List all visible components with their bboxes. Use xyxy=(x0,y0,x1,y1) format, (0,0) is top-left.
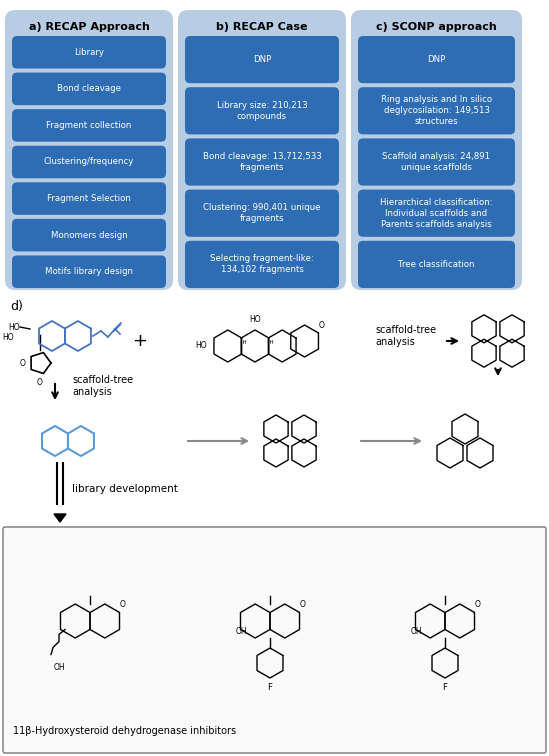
FancyBboxPatch shape xyxy=(351,10,522,290)
Text: Bond cleavage: 13,712,533
fragments: Bond cleavage: 13,712,533 fragments xyxy=(203,152,321,172)
FancyBboxPatch shape xyxy=(358,36,515,83)
Text: library development: library development xyxy=(72,484,178,494)
Text: HO: HO xyxy=(249,315,261,324)
Text: O: O xyxy=(318,321,324,330)
Text: b) RECAP Case: b) RECAP Case xyxy=(216,22,308,32)
Text: O: O xyxy=(475,600,481,609)
FancyBboxPatch shape xyxy=(12,36,166,69)
Text: O: O xyxy=(37,378,43,387)
Text: scaffold-tree
analysis: scaffold-tree analysis xyxy=(72,375,133,397)
Text: Clustering: 990,401 unique
fragments: Clustering: 990,401 unique fragments xyxy=(203,203,321,223)
FancyBboxPatch shape xyxy=(12,218,166,252)
FancyBboxPatch shape xyxy=(12,73,166,105)
Text: Fragment collection: Fragment collection xyxy=(46,121,132,130)
Text: HO: HO xyxy=(195,342,207,351)
Text: Library size: 210,213
compounds: Library size: 210,213 compounds xyxy=(217,101,307,121)
Text: Ring analysis and In silico
deglycosilation: 149,513
structures: Ring analysis and In silico deglycosilat… xyxy=(381,95,492,126)
Text: O: O xyxy=(120,600,126,609)
FancyBboxPatch shape xyxy=(12,109,166,141)
Text: Bond cleavage: Bond cleavage xyxy=(57,85,121,93)
Polygon shape xyxy=(54,514,66,522)
FancyBboxPatch shape xyxy=(185,190,339,237)
FancyBboxPatch shape xyxy=(358,138,515,186)
Text: DNP: DNP xyxy=(427,55,446,64)
Text: Hierarchical classification:
Individual scaffolds and
Parents scaffolds analysis: Hierarchical classification: Individual … xyxy=(380,197,493,229)
FancyBboxPatch shape xyxy=(12,256,166,288)
Text: Scaffold analysis: 24,891
unique scaffolds: Scaffold analysis: 24,891 unique scaffol… xyxy=(383,152,491,172)
Text: a) RECAP Approach: a) RECAP Approach xyxy=(29,22,149,32)
Text: +: + xyxy=(132,332,148,350)
FancyBboxPatch shape xyxy=(185,36,339,83)
Text: Selecting fragment-like:
134,102 fragments: Selecting fragment-like: 134,102 fragmen… xyxy=(210,254,314,274)
Text: Clustering/frequency: Clustering/frequency xyxy=(44,157,134,166)
FancyBboxPatch shape xyxy=(358,190,515,237)
Text: OH: OH xyxy=(411,627,422,636)
Text: HO: HO xyxy=(8,323,20,331)
Text: scaffold-tree
analysis: scaffold-tree analysis xyxy=(375,325,436,347)
Text: Monomers design: Monomers design xyxy=(51,231,127,240)
Text: F: F xyxy=(267,683,272,692)
Text: O: O xyxy=(20,358,26,367)
FancyBboxPatch shape xyxy=(3,527,546,753)
Text: Motifs library design: Motifs library design xyxy=(45,267,133,276)
Text: HO: HO xyxy=(2,333,14,342)
FancyBboxPatch shape xyxy=(358,241,515,288)
Text: Library: Library xyxy=(74,48,104,57)
Text: d): d) xyxy=(10,300,23,313)
Text: ··H: ··H xyxy=(239,340,247,345)
Text: DNP: DNP xyxy=(253,55,271,64)
Text: OH: OH xyxy=(53,664,65,673)
FancyBboxPatch shape xyxy=(358,87,515,135)
Text: ··H: ··H xyxy=(267,340,274,345)
FancyBboxPatch shape xyxy=(12,182,166,215)
Text: OH: OH xyxy=(236,627,247,636)
FancyBboxPatch shape xyxy=(185,138,339,186)
Text: 11β-Hydroxysteroid dehydrogenase inhibitors: 11β-Hydroxysteroid dehydrogenase inhibit… xyxy=(13,726,236,736)
FancyBboxPatch shape xyxy=(185,241,339,288)
Text: O: O xyxy=(300,600,306,609)
FancyBboxPatch shape xyxy=(185,87,339,135)
FancyBboxPatch shape xyxy=(178,10,346,290)
Text: F: F xyxy=(442,683,447,692)
FancyBboxPatch shape xyxy=(12,146,166,178)
Text: c) SCONP approach: c) SCONP approach xyxy=(376,22,497,32)
FancyBboxPatch shape xyxy=(5,10,173,290)
Text: Tree classification: Tree classification xyxy=(398,260,475,269)
Text: Fragment Selection: Fragment Selection xyxy=(47,194,131,203)
